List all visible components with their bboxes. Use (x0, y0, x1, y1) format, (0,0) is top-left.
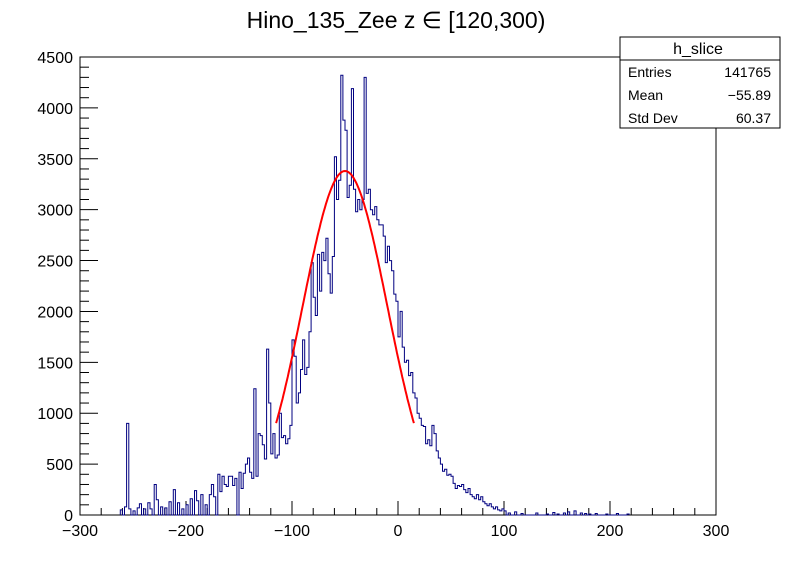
stats-mean-value: −55.89 (728, 87, 771, 103)
x-tick-label: −100 (274, 523, 310, 540)
gaussian-fit-curve (275, 169, 415, 424)
stats-box-title: h_slice (673, 41, 723, 58)
stats-stddev-value: 60.37 (736, 110, 771, 126)
y-tick-label: 2000 (37, 304, 73, 321)
x-tick-label: 300 (703, 523, 730, 540)
histogram-line (119, 74, 630, 516)
stats-stddev-label: Std Dev (628, 110, 678, 126)
stats-entries-label: Entries (628, 64, 672, 80)
chart-title: Hino_135_Zee z ∈ [120,300) (247, 7, 546, 33)
stats-box: h_slice Entries 141765 Mean −55.89 Std D… (619, 36, 781, 129)
stats-entries-value: 141765 (724, 64, 771, 80)
y-axis: 0 500 1000 1500 2000 2500 3000 3500 4000 4500 (37, 50, 98, 525)
x-tick-label: 0 (394, 523, 403, 540)
x-tick-label: −300 (62, 523, 98, 540)
y-tick-label: 2500 (37, 254, 73, 271)
y-tick-label: 4000 (37, 101, 73, 118)
y-tick-label: 1000 (37, 406, 73, 423)
stats-mean-label: Mean (628, 87, 663, 103)
x-tick-label: −200 (168, 523, 204, 540)
y-tick-label: 4500 (37, 50, 73, 67)
x-tick-label: 100 (491, 523, 518, 540)
y-tick-label: 3000 (37, 203, 73, 220)
x-tick-label: 200 (597, 523, 624, 540)
y-tick-label: 0 (64, 508, 73, 525)
stats-box-frame (619, 36, 781, 129)
x-axis: −300 −200 −100 0 100 200 300 (62, 501, 729, 540)
y-tick-label: 1500 (37, 355, 73, 372)
y-tick-label: 500 (46, 457, 73, 474)
y-tick-label: 3500 (37, 152, 73, 169)
